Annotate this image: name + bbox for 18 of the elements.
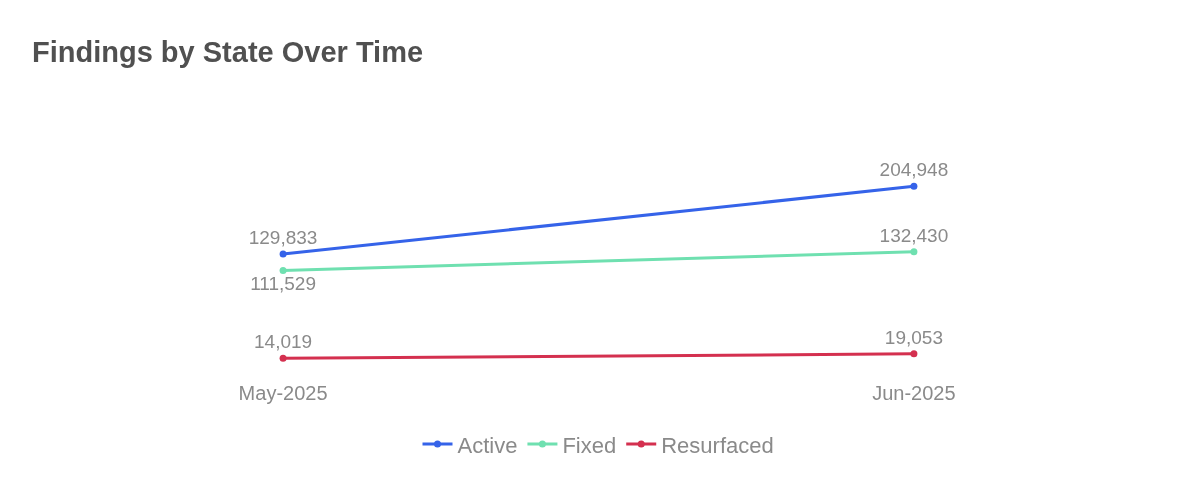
point [279, 267, 287, 274]
data-label: 14,019 [254, 331, 313, 353]
chart-title: Findings by State Over Time [32, 36, 424, 69]
data-label: 19,053 [884, 326, 943, 348]
data-label: 204,948 [879, 159, 949, 181]
data-label: 129,833 [248, 226, 318, 248]
legend-label: Fixed [562, 432, 617, 458]
data-label: 111,529 [250, 273, 317, 295]
data-label: 132,430 [879, 224, 949, 246]
point [910, 350, 918, 358]
point [910, 182, 918, 190]
point [279, 250, 287, 258]
point [910, 248, 918, 256]
legend-label: Resurfaced [661, 432, 774, 458]
point [279, 354, 287, 362]
legend-label: Active [457, 432, 518, 458]
x-tick-label: Jun-2025 [872, 382, 956, 404]
x-tick-label: May-2025 [238, 382, 328, 404]
